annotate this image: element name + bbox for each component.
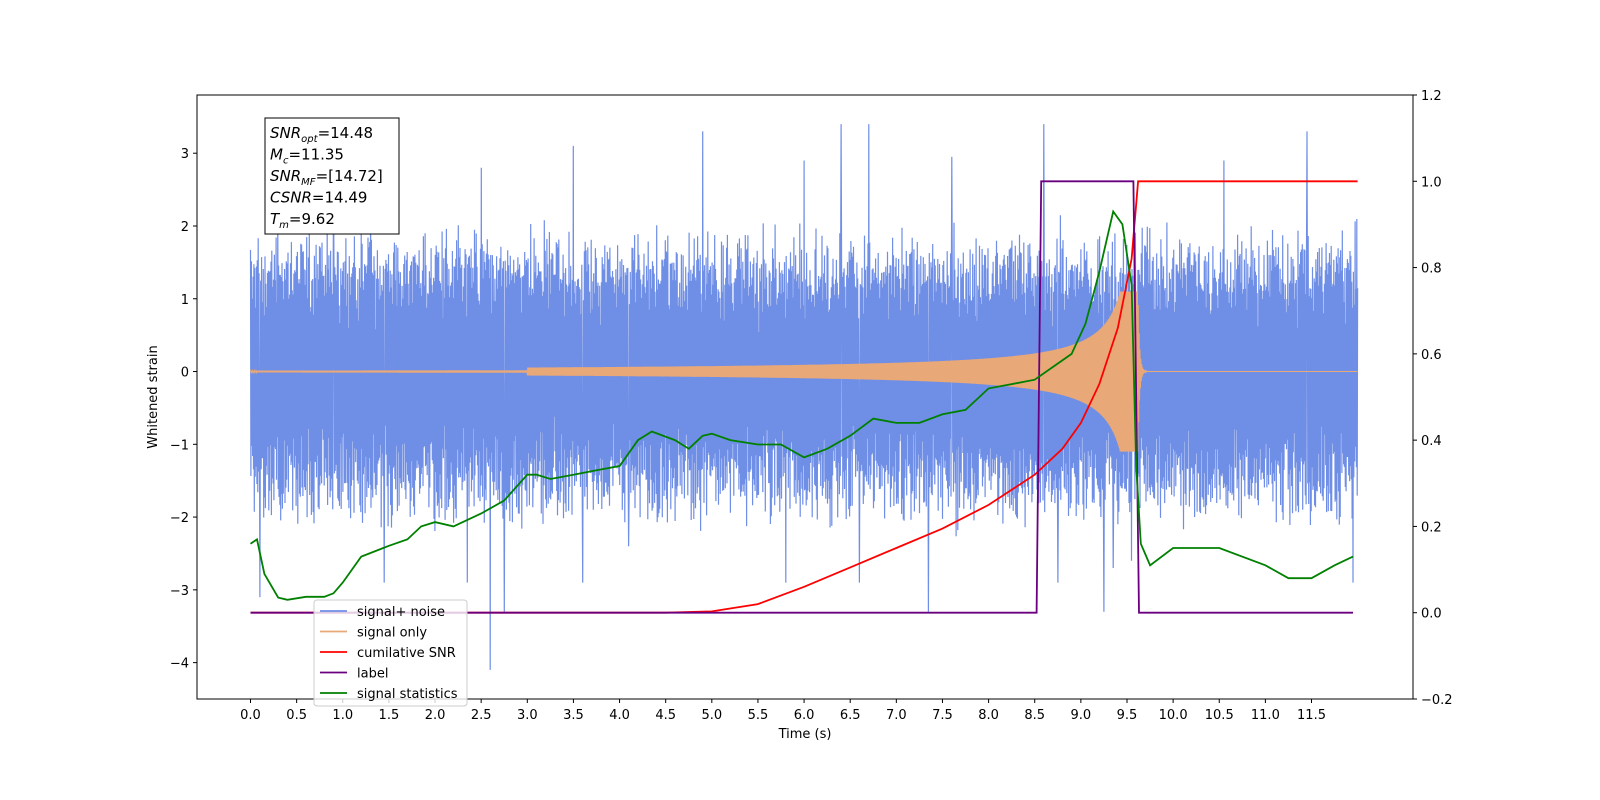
x-tick-label: 5.0 <box>701 708 722 723</box>
series-signal-plus-noise <box>249 124 1359 670</box>
legend-label: label <box>357 667 388 682</box>
x-tick-label: 7.5 <box>932 708 953 723</box>
x-tick-label: 4.0 <box>609 708 630 723</box>
stats-line: CSNR=14.49 <box>270 189 367 207</box>
x-tick-label: 8.0 <box>978 708 999 723</box>
x-tick-label: 0.5 <box>286 708 307 723</box>
y-tick-label-left: −3 <box>170 584 189 599</box>
y-tick-label-right: 0.6 <box>1421 348 1442 363</box>
x-tick-label: 6.0 <box>794 708 815 723</box>
x-tick-label: 1.5 <box>379 708 400 723</box>
y-tick-label-right: 1.0 <box>1421 175 1442 190</box>
x-tick-label: 9.5 <box>1117 708 1138 723</box>
y-tick-label-left: 0 <box>181 366 189 381</box>
y-tick-label-left: −1 <box>170 438 189 453</box>
x-tick-label: 11.0 <box>1251 708 1280 723</box>
y-tick-label-left: 3 <box>181 147 189 162</box>
stats-line: Tm=9.62 <box>270 210 335 231</box>
y-tick-label-left: 1 <box>181 293 189 308</box>
x-axis-label: Time (s) <box>778 727 832 742</box>
stats-line: SNRopt=14.48 <box>270 124 373 145</box>
x-tick-label: 4.5 <box>655 708 676 723</box>
series-cumilative-snr <box>250 180 1358 614</box>
y-tick-label-right: 0.2 <box>1421 520 1442 535</box>
y-tick-label-left: −4 <box>170 657 189 672</box>
y-axis-label-left: Whitened strain <box>146 345 161 448</box>
x-tick-label: 2.0 <box>425 708 446 723</box>
stats-line: SNRMF=[14.72] <box>270 167 383 188</box>
x-tick-label: 1.0 <box>332 708 353 723</box>
y-tick-label-left: 2 <box>181 220 189 235</box>
legend-box <box>313 599 468 707</box>
x-tick-label: 9.0 <box>1071 708 1092 723</box>
legend-label: signal only <box>357 626 427 641</box>
x-tick-label: 10.5 <box>1205 708 1234 723</box>
stats-box <box>264 117 400 235</box>
x-tick-label: 0.0 <box>240 708 261 723</box>
series-label <box>250 180 1353 614</box>
legend-label: cumilative SNR <box>357 646 456 661</box>
x-tick-label: 8.5 <box>1024 708 1045 723</box>
legend-label: signal statistics <box>357 687 458 702</box>
plot-frame <box>196 94 1414 700</box>
x-tick-label: 7.0 <box>886 708 907 723</box>
stats-line: Mc=11.35 <box>270 146 344 167</box>
x-tick-label: 10.0 <box>1159 708 1188 723</box>
x-tick-label: 6.5 <box>840 708 861 723</box>
x-tick-label: 2.5 <box>471 708 492 723</box>
x-tick-label: 11.5 <box>1297 708 1326 723</box>
x-tick-label: 3.0 <box>517 708 538 723</box>
y-tick-label-right: 1.2 <box>1421 89 1442 104</box>
y-tick-label-right: 0.0 <box>1421 607 1442 622</box>
x-tick-label: 5.5 <box>748 708 769 723</box>
series-signal-only <box>250 291 1358 452</box>
series-signal-statistics <box>250 209 1354 601</box>
x-tick-label: 3.5 <box>563 708 584 723</box>
y-tick-label-left: −2 <box>170 511 189 526</box>
y-tick-label-right: 0.4 <box>1421 434 1442 449</box>
y-tick-label-right: −0.2 <box>1421 693 1453 708</box>
y-tick-label-right: 0.8 <box>1421 262 1442 277</box>
legend-label: signal+ noise <box>357 605 445 620</box>
